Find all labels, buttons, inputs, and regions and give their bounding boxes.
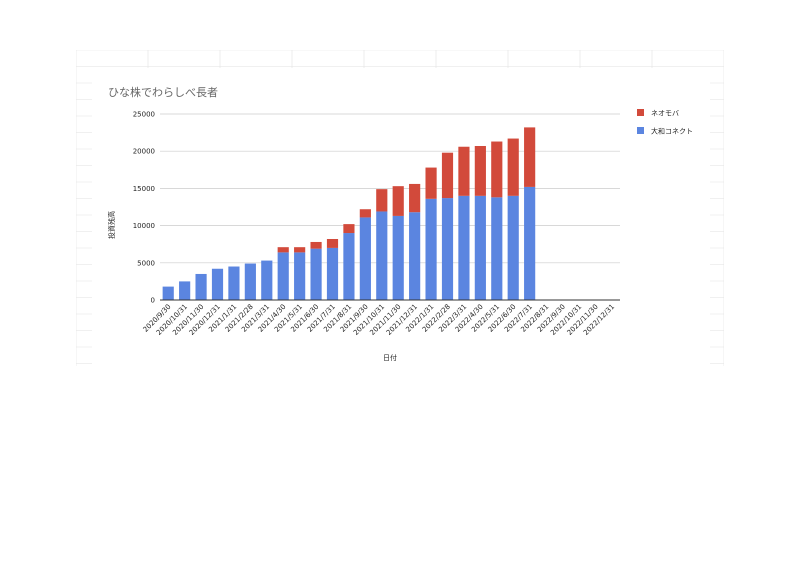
bar-daiwa-connect — [244, 263, 256, 300]
chart-gridlines — [160, 113, 620, 264]
bar-daiwa-connect — [507, 195, 519, 300]
bar-neomoba — [441, 152, 454, 199]
bar-daiwa-connect — [392, 215, 404, 300]
bar-neomoba — [376, 189, 388, 212]
x-axis-label: 日付 — [383, 353, 397, 362]
bar-daiwa-connect — [425, 198, 437, 300]
bar-neomoba — [458, 146, 470, 196]
bar-neomoba — [425, 167, 437, 199]
bar-daiwa-connect — [310, 248, 322, 300]
bar-daiwa-connect — [524, 186, 536, 300]
bar-daiwa-connect — [195, 273, 207, 300]
y-axis-label: 投資残高 — [107, 211, 116, 239]
bar-daiwa-connect — [162, 286, 174, 300]
bar-daiwa-connect — [277, 252, 289, 300]
y-tick-label: 10000 — [133, 222, 155, 230]
bar-neomoba — [474, 145, 486, 196]
bar-neomoba — [409, 183, 421, 213]
bar-daiwa-connect — [376, 211, 388, 300]
chart-title: ひな株でわらしべ長者 — [108, 85, 218, 99]
legend-label: ネオモバ — [651, 110, 679, 118]
bar-daiwa-connect — [359, 217, 371, 300]
bar-neomoba — [392, 186, 404, 216]
bar-daiwa-connect — [474, 195, 486, 300]
bar-daiwa-connect — [458, 195, 470, 300]
bar-neomoba — [491, 141, 503, 198]
bar-daiwa-connect — [326, 247, 339, 300]
bar-daiwa-connect — [261, 260, 273, 300]
bar-daiwa-connect — [409, 212, 421, 300]
bar-neomoba — [326, 238, 339, 248]
bar-neomoba — [507, 138, 519, 196]
y-tick-label: 5000 — [137, 259, 155, 267]
bar-daiwa-connect — [294, 252, 306, 300]
spreadsheet-area: ひな株でわらしべ長者 0 5000 10000 15000 20000 25000 202… — [76, 50, 724, 366]
bar-neomoba — [294, 247, 306, 253]
bar-neomoba — [359, 209, 371, 218]
bar-daiwa-connect — [343, 233, 355, 300]
legend-swatch — [637, 109, 644, 116]
y-tick-labels: 0 5000 10000 15000 20000 25000 — [133, 111, 155, 305]
chart-bars — [162, 127, 536, 300]
bar-neomoba — [343, 224, 355, 234]
bar-daiwa-connect — [491, 197, 503, 300]
legend-label: 大和コネクト — [651, 127, 693, 136]
y-tick-label: 25000 — [133, 111, 155, 119]
bar-daiwa-connect — [441, 198, 454, 300]
y-tick-label: 20000 — [133, 148, 155, 156]
bar-neomoba — [310, 241, 322, 249]
bar-neomoba — [277, 247, 289, 253]
bar-neomoba — [524, 127, 536, 187]
bar-daiwa-connect — [211, 268, 224, 300]
y-tick-label: 0 — [151, 297, 155, 305]
bar-daiwa-connect — [179, 281, 191, 300]
bar-daiwa-connect — [228, 266, 240, 300]
legend-swatch — [637, 127, 644, 134]
y-tick-label: 15000 — [133, 185, 155, 193]
